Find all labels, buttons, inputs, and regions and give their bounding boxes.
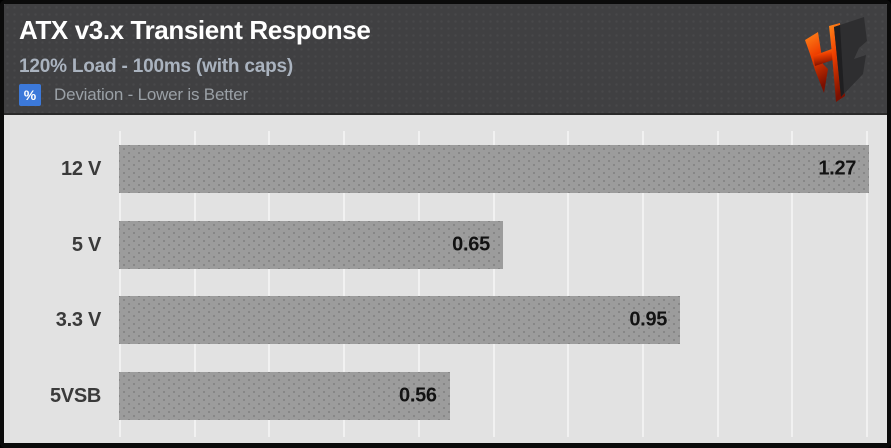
bar-track: 0.95 — [119, 296, 875, 345]
chart-subtitle: 120% Load - 100ms (with caps) — [19, 56, 294, 77]
gridline — [716, 131, 719, 437]
gridline — [119, 131, 121, 437]
gridline — [641, 131, 644, 437]
bar-track: 0.65 — [119, 220, 875, 269]
category-label: 5 V — [71, 233, 101, 256]
bar: 0.56 — [119, 372, 450, 421]
chart-title: ATX v3.x Transient Response — [19, 15, 371, 45]
bar: 1.27 — [119, 145, 870, 193]
category-label: 5VSB — [49, 385, 101, 408]
gridline — [417, 131, 420, 437]
chart-header: ATX v3.x Transient Response 120% Load - … — [4, 4, 887, 115]
bar: 0.65 — [119, 220, 503, 269]
gridline — [343, 131, 346, 437]
gridline — [268, 131, 271, 437]
gridline — [492, 131, 495, 437]
plot-area: 12 V 1.27 5 V 0.65 3.3 V 0.95 5VSB 0.56 — [4, 115, 887, 443]
bar-track: 0.56 — [119, 372, 875, 421]
value-label: 1.27 — [818, 157, 857, 180]
category-label: 3.3 V — [55, 309, 102, 332]
percent-badge-icon: % — [19, 84, 41, 106]
axis-unit-label: Deviation - Lower is Better — [54, 85, 248, 104]
axis-unit-row: % Deviation - Lower is Better — [19, 83, 887, 107]
bar-track: 1.27 — [119, 145, 875, 193]
category-label: 12 V — [61, 158, 101, 180]
bar: 0.95 — [119, 296, 681, 345]
gridline — [193, 131, 196, 437]
bar-row: 5 V 0.65 — [4, 220, 887, 269]
gridline — [866, 131, 868, 437]
gridline — [791, 131, 794, 437]
hb-logo-icon — [805, 17, 867, 102]
value-label: 0.56 — [399, 384, 437, 407]
value-label: 0.95 — [629, 308, 668, 331]
bar-row: 3.3 V 0.95 — [4, 296, 887, 345]
gridline — [567, 131, 570, 437]
bar-row: 12 V 1.27 — [4, 145, 887, 193]
value-label: 0.65 — [452, 233, 490, 256]
bar-row: 5VSB 0.56 — [4, 372, 887, 421]
